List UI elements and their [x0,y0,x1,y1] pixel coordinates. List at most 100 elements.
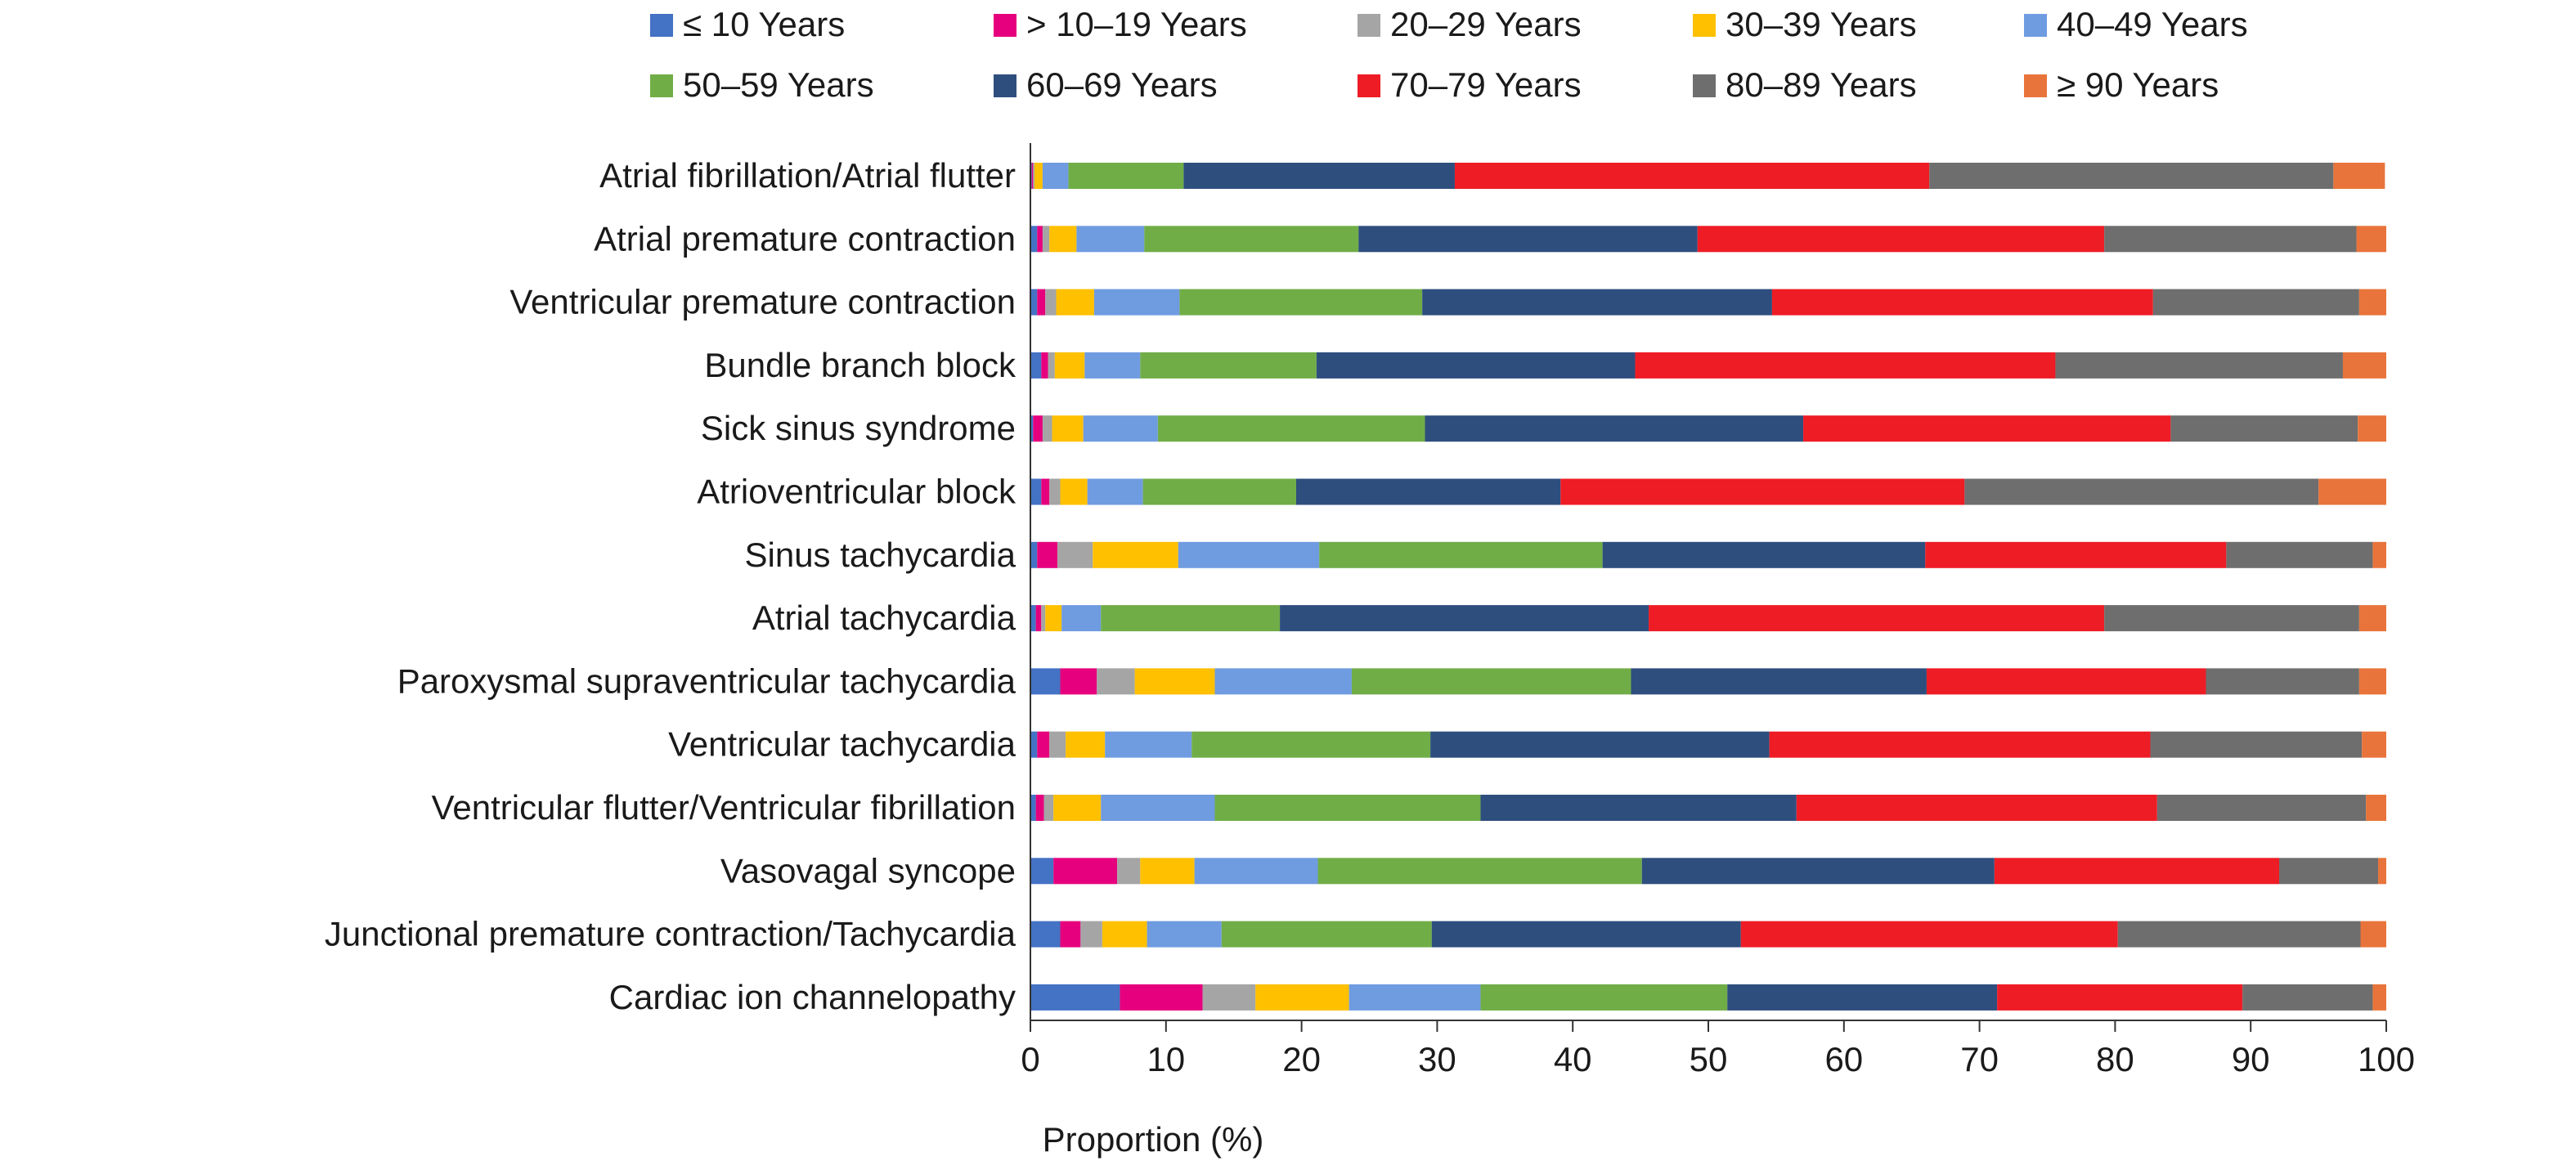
category-label: Ventricular premature contraction [509,283,1016,321]
bar-segment [1080,921,1102,948]
bar-segment [1041,352,1048,379]
bar-segment [2333,163,2385,189]
bar-segment [1422,289,1772,316]
legend-item: 20–29 Years [1358,5,1582,43]
legend-swatch [2024,14,2047,37]
category-label: Vasovagal syncope [720,851,1016,890]
bar-segment [1052,415,1084,442]
bar-segment [1053,795,1102,821]
bar-segment [1430,731,1770,758]
bar-segment [1042,415,1052,442]
bar-segment [1454,163,1930,189]
category-label: Bundle branch block [704,346,1016,384]
bar-segment [1030,858,1054,885]
bar-segment [1964,478,2319,505]
bar-segment [1926,668,2206,695]
bar-segment [1280,605,1649,632]
legend-item: 80–89 Years [1693,65,1917,104]
legend-label: 50–59 Years [683,65,874,104]
legend-item: 40–49 Years [2024,5,2248,43]
bar-segment [1140,858,1195,885]
legend-label: 30–39 Years [1726,5,1917,43]
bar-segment [1101,795,1215,821]
bar-segment [1317,858,1642,885]
category-label: Sick sinus syndrome [701,409,1016,447]
bar-segment [1057,541,1093,568]
bar-segment [1641,858,1995,885]
bar-segment [2170,415,2358,442]
bar-segment [2358,668,2386,695]
x-tick-label: 0 [1021,1040,1039,1078]
bar-segment [1066,731,1106,758]
category-label: Ventricular tachycardia [668,725,1016,764]
bar-segment [1425,415,1804,442]
bar-segment [1030,478,1042,505]
legend-label: ≤ 10 Years [683,5,845,43]
x-tick-label: 20 [1282,1040,1321,1078]
legend-swatch [2024,74,2047,97]
bar-segment [1295,478,1561,505]
bar-segment [1030,352,1042,379]
bar-segment [1041,605,1046,632]
bar-segment [1061,605,1102,632]
bar-segment [2242,984,2373,1011]
x-tick-label: 10 [1147,1040,1185,1078]
bar-segment [1157,415,1425,442]
bar-segment [1033,415,1043,442]
bar-segment [1035,795,1044,821]
legend-label: 70–79 Years [1390,65,1582,104]
x-tick-label: 100 [2358,1040,2415,1078]
bar-segment [1183,163,1455,189]
bar-segment [1035,605,1042,632]
bar-segment [1076,226,1145,253]
bar-segment [2378,858,2386,885]
bar-segment [1349,984,1481,1011]
bar-segment [1030,795,1036,821]
bar-segment [1117,858,1141,885]
legend: ≤ 10 Years > 10–19 Years 20–29 Years 30–39 … [650,5,2248,104]
bar-segment [2104,605,2359,632]
legend-item: 60–69 Years [994,65,1218,104]
bar-segment [1120,984,1203,1011]
bar-segment [1049,731,1066,758]
bar-segment [1769,731,2151,758]
bar-segment [2156,795,2367,821]
bar-segment [1178,541,1320,568]
bar-segment [1929,163,2334,189]
x-tick-label: 40 [1554,1040,1592,1078]
bar-segment [1796,795,2157,821]
bar-segment [2206,668,2359,695]
legend-swatch [1693,14,1716,37]
legend-label: > 10–19 Years [1026,5,1247,43]
bar-segment [1037,731,1050,758]
bar-segment [2358,415,2386,442]
legend-label: 80–89 Years [1726,65,1917,104]
bar-segment [1144,226,1359,253]
bar-segment [1084,352,1141,379]
bar-segment [1358,226,1698,253]
bar-segment [1030,226,1038,253]
bar-segment [1037,541,1058,568]
category-label: Sinus tachycardia [744,536,1016,574]
bar-segment [1030,668,1061,695]
bar-segment [1142,478,1296,505]
bar-segment [1083,415,1158,442]
legend-item: 70–79 Years [1358,65,1582,104]
legend-label: 20–29 Years [1390,5,1582,43]
bar-segment [2104,226,2357,253]
bar-segment [1049,478,1061,505]
x-tick-label: 70 [1960,1040,1999,1078]
bar-segment [1060,668,1097,695]
bar-segment [1030,289,1038,316]
bar-segment [1034,163,1043,189]
bar-segment [1056,289,1094,316]
bar-segment [1635,352,2056,379]
bar-segment [1033,163,1034,189]
legend-item: ≥ 90 Years [2024,65,2219,104]
bar-segment [1030,415,1034,442]
bar-segment [1042,163,1069,189]
bar-segment [1649,605,2105,632]
category-label: Ventricular flutter/Ventricular fibrilla… [432,788,1016,827]
bar-segment [1727,984,1998,1011]
bar-segment [1045,289,1057,316]
